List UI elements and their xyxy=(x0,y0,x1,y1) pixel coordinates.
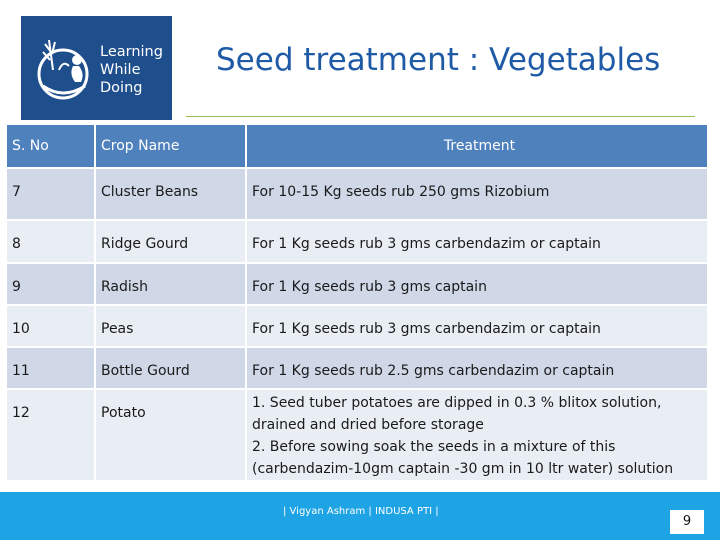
cell-treatment: For 10-15 Kg seeds rub 250 gms Rizobium xyxy=(245,167,709,221)
cell-sno: 12 xyxy=(5,388,96,482)
title-divider xyxy=(186,116,695,117)
cell-crop: Radish xyxy=(94,262,247,306)
table-row: 8 Ridge Gourd For 1 Kg seeds rub 3 gms c… xyxy=(5,219,709,264)
header-crop-name: Crop Name xyxy=(94,123,247,169)
cell-treatment: For 1 Kg seeds rub 2.5 gms carbendazim o… xyxy=(245,346,709,390)
treatment-line: 2. Before sowing soak the seeds in a mix… xyxy=(252,439,616,455)
cell-crop: Potato xyxy=(94,388,247,482)
cell-crop: Ridge Gourd xyxy=(94,219,247,264)
treatment-line: 1. Seed tuber potatoes are dipped in 0.3… xyxy=(252,395,662,411)
table-row: 11 Bottle Gourd For 1 Kg seeds rub 2.5 g… xyxy=(5,346,709,390)
slide-title: Seed treatment : Vegetables xyxy=(216,42,661,78)
seed-treatment-table: S. No Crop Name Treatment 7 Cluster Bean… xyxy=(5,123,709,482)
logo-text: Learning While Doing xyxy=(100,43,163,97)
logo-line-2: While xyxy=(100,62,141,78)
footer-text: | Vigyan Ashram | INDUSA PTI | xyxy=(283,506,439,517)
table-row: 12 Potato 1. Seed tuber potatoes are dip… xyxy=(5,388,709,482)
cell-treatment: For 1 Kg seeds rub 3 gms captain xyxy=(245,262,709,306)
cell-sno: 9 xyxy=(5,262,96,306)
cell-sno: 7 xyxy=(5,167,96,221)
header-sno: S. No xyxy=(5,123,96,169)
cell-crop: Bottle Gourd xyxy=(94,346,247,390)
cell-sno: 10 xyxy=(5,304,96,348)
cell-treatment: For 1 Kg seeds rub 3 gms carbendazim or … xyxy=(245,304,709,348)
table-header-row: S. No Crop Name Treatment xyxy=(5,123,709,169)
cell-sno: 8 xyxy=(5,219,96,264)
footer-bar: | Vigyan Ashram | INDUSA PTI | 9 xyxy=(0,492,720,540)
treatment-line: drained and dried before storage xyxy=(252,417,484,433)
table-row: 10 Peas For 1 Kg seeds rub 3 gms carbend… xyxy=(5,304,709,348)
cell-sno: 11 xyxy=(5,346,96,390)
cell-treatment: For 1 Kg seeds rub 3 gms carbendazim or … xyxy=(245,219,709,264)
seedling-person-icon xyxy=(37,39,89,100)
header-treatment: Treatment xyxy=(245,123,709,169)
cell-crop: Cluster Beans xyxy=(94,167,247,221)
page-number: 9 xyxy=(670,510,704,534)
logo-line-3: Doing xyxy=(100,80,143,96)
treatment-line: (carbendazim-10gm captain -30 gm in 10 l… xyxy=(252,461,674,477)
cell-crop: Peas xyxy=(94,304,247,348)
table-row: 9 Radish For 1 Kg seeds rub 3 gms captai… xyxy=(5,262,709,306)
logo-line-1: Learning xyxy=(100,44,163,60)
table-row: 7 Cluster Beans For 10-15 Kg seeds rub 2… xyxy=(5,167,709,221)
learning-while-doing-logo: Learning While Doing xyxy=(21,16,172,120)
cell-treatment: 1. Seed tuber potatoes are dipped in 0.3… xyxy=(245,388,709,482)
